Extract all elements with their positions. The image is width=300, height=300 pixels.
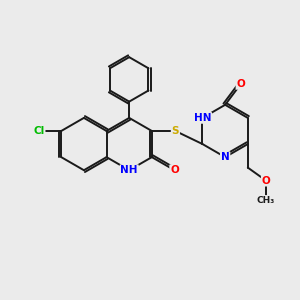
Text: N: N [221, 152, 230, 162]
Text: S: S [172, 126, 179, 136]
Text: O: O [236, 79, 245, 89]
Text: NH: NH [120, 165, 138, 175]
Text: CH₃: CH₃ [257, 196, 275, 205]
Text: O: O [170, 165, 179, 175]
Text: Cl: Cl [33, 126, 45, 136]
Text: O: O [262, 176, 271, 186]
Text: HN: HN [194, 113, 211, 123]
